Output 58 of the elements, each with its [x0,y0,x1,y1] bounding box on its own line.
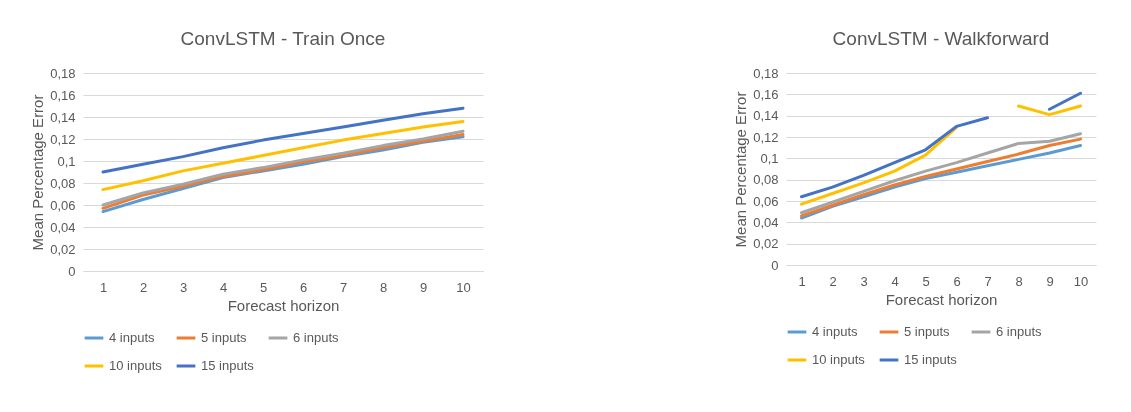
x-axis-title: Forecast horizon [227,296,340,314]
legend-label: 6 inputs [293,330,340,345]
x-tick-label: 7 [339,279,348,295]
y-tick-label: 0,14 [753,108,779,124]
x-tick-label: 6 [299,279,308,295]
x-tick-label: 10 [456,279,471,295]
y-tick-label: 0,04 [753,214,779,230]
line-series [101,106,465,174]
legend-label: 10 inputs [812,352,866,367]
x-axis-title: Forecast horizon [885,290,998,308]
y-axis-title: Mean Percentage Error [732,91,750,248]
x-tick-label: 1 [798,273,806,289]
x-tick-label: 3 [179,279,188,295]
chart-title: ConvLSTM - Walkforward [832,28,1050,49]
legend-label: 5 inputs [201,330,248,345]
x-tick-label: 10 [1073,273,1089,289]
y-tick-label: 0,18 [50,65,76,81]
x-tick-label: 5 [259,279,268,295]
x-tick-label: 2 [829,273,837,289]
x-tick-label: 8 [1015,273,1023,289]
y-axis-title: Mean Percentage Error [29,94,47,251]
y-tick-label: 0,16 [753,86,779,102]
x-tick-label: 9 [1046,273,1054,289]
x-tick-label: 7 [984,273,992,289]
y-tick-label: 0 [771,257,779,273]
x-tick-label: 9 [419,279,428,295]
y-tick-label: 0,08 [753,172,779,188]
x-tick-label: 4 [891,273,899,289]
x-tick-label: 4 [219,279,228,295]
y-tick-label: 0,04 [50,219,76,235]
x-tick-label: 2 [139,279,148,295]
y-tick-label: 0,02 [50,241,76,257]
y-tick-label: 0,08 [50,175,76,191]
y-tick-label: 0,06 [753,193,779,209]
x-tick-label: 3 [860,273,868,289]
legend-label: 6 inputs [996,324,1043,339]
y-tick-label: 0,14 [50,109,76,125]
y-tick-label: 0,12 [753,129,779,145]
legend-label: 4 inputs [109,330,156,345]
y-tick-label: 0,1 [57,153,76,169]
x-tick-label: 6 [953,273,961,289]
legend-label: 5 inputs [904,324,951,339]
y-tick-label: 0,02 [753,236,779,252]
x-tick-label: 8 [379,279,388,295]
chart-title: ConvLSTM - Train Once [180,28,386,49]
y-tick-label: 0,06 [50,197,76,213]
y-tick-label: 0,12 [50,131,76,147]
legend-label: 15 inputs [904,352,958,367]
y-tick-label: 0,1 [760,150,779,166]
legend-label: 10 inputs [109,358,163,373]
line-series [101,119,465,192]
legend-label: 4 inputs [812,324,859,339]
x-tick-label: 5 [922,273,930,289]
y-tick-label: 0 [68,263,76,279]
y-tick-label: 0,18 [753,65,779,81]
legend-label: 15 inputs [201,358,255,373]
y-tick-label: 0,16 [50,87,76,103]
x-tick-label: 1 [99,279,108,295]
